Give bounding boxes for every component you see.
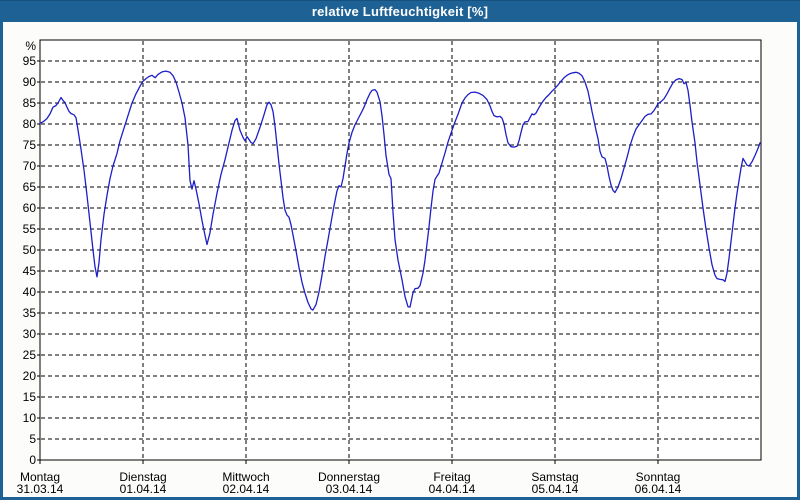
y-tick-label: 85 bbox=[23, 96, 37, 110]
x-day-label: Samstag bbox=[531, 470, 578, 484]
y-tick-label: 25 bbox=[23, 348, 37, 362]
x-day-label: Dienstag bbox=[119, 470, 166, 484]
y-tick-label: 70 bbox=[23, 159, 37, 173]
y-tick-label: 75 bbox=[23, 138, 37, 152]
y-tick-label: 80 bbox=[23, 117, 37, 131]
y-tick-label: 0 bbox=[29, 453, 36, 467]
y-tick-label: 20 bbox=[23, 369, 37, 383]
y-tick-label: 35 bbox=[23, 306, 37, 320]
y-tick-label: 90 bbox=[23, 75, 37, 89]
x-day-label: Mittwoch bbox=[222, 470, 269, 484]
x-date-label: 04.04.14 bbox=[429, 482, 476, 496]
y-tick-label: 95 bbox=[23, 54, 37, 68]
x-date-label: 31.03.14 bbox=[17, 482, 64, 496]
x-day-label: Sonntag bbox=[636, 470, 681, 484]
y-tick-label: 65 bbox=[23, 180, 37, 194]
window-title: relative Luftfeuchtigkeit [%] bbox=[311, 4, 489, 19]
x-date-label: 03.04.14 bbox=[326, 482, 373, 496]
y-tick-label: 40 bbox=[23, 285, 37, 299]
x-day-label: Freitag bbox=[433, 470, 470, 484]
y-tick-label: 50 bbox=[23, 243, 37, 257]
y-tick-label: 30 bbox=[23, 327, 37, 341]
y-tick-label: 60 bbox=[23, 201, 37, 215]
x-day-label: Montag bbox=[20, 470, 60, 484]
x-date-label: 05.04.14 bbox=[532, 482, 579, 496]
x-date-label: 02.04.14 bbox=[223, 482, 270, 496]
humidity-series-line bbox=[39, 70, 761, 311]
y-tick-label: 10 bbox=[23, 411, 37, 425]
window-titlebar: relative Luftfeuchtigkeit [%] bbox=[0, 0, 800, 22]
y-tick-label: 15 bbox=[23, 390, 37, 404]
y-axis-unit-label: % bbox=[25, 39, 36, 53]
y-tick-label: 45 bbox=[23, 264, 37, 278]
x-day-label: Donnerstag bbox=[318, 470, 380, 484]
x-date-label: 01.04.14 bbox=[120, 482, 167, 496]
y-tick-label: 55 bbox=[23, 222, 37, 236]
y-tick-label: 5 bbox=[29, 432, 36, 446]
x-date-label: 06.04.14 bbox=[635, 482, 682, 496]
plot-border bbox=[39, 39, 762, 461]
